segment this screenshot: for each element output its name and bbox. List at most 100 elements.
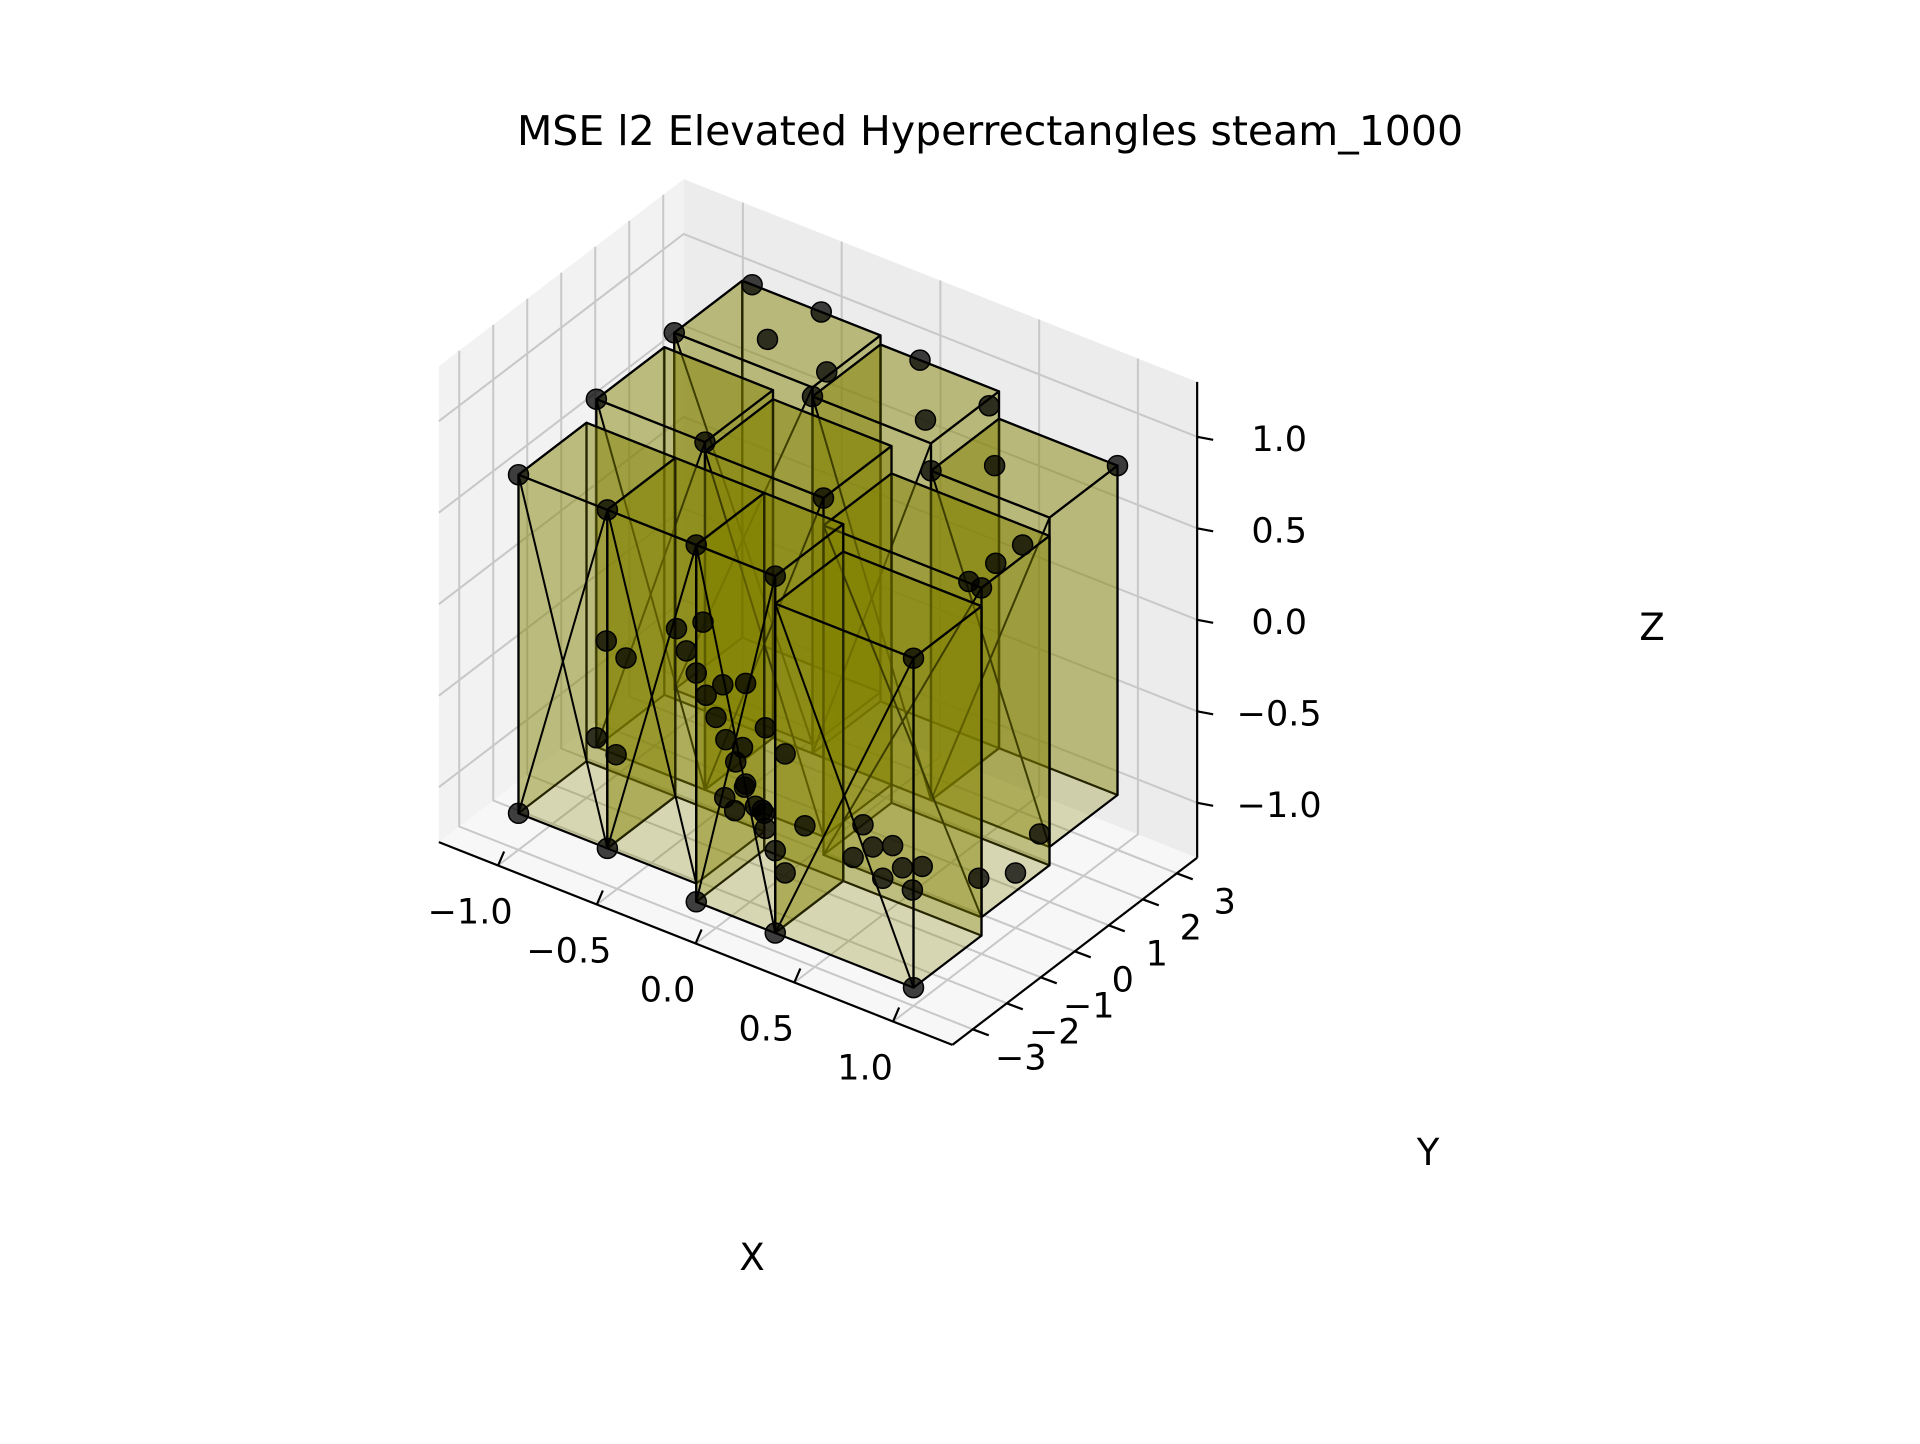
- box-diagonal: [517, 474, 609, 849]
- box-diagonal: [673, 332, 814, 745]
- hyperrectangle: [774, 550, 983, 989]
- data-point: [685, 891, 707, 913]
- x-gridline: [596, 241, 843, 906]
- x-tick-label: −1.0: [428, 893, 513, 933]
- y-tick-label: 3: [1214, 882, 1236, 922]
- x-gridline: [694, 280, 942, 945]
- z-tick-label: 0.0: [1251, 603, 1307, 643]
- data-point: [810, 301, 832, 323]
- data-point: [872, 867, 894, 890]
- y-gridline: [628, 220, 1144, 901]
- data-point: [902, 647, 925, 669]
- data-point: [585, 727, 608, 749]
- x-tick-mark: [793, 968, 802, 983]
- data-point: [1011, 534, 1034, 556]
- data-point: [764, 565, 786, 587]
- data-point: [685, 534, 707, 556]
- z-tick-label: 1.0: [1251, 420, 1307, 460]
- y-tick-label: −2: [1029, 1012, 1081, 1052]
- data-point: [507, 464, 530, 486]
- y-gridline: [662, 194, 1178, 875]
- y-tick-mark: [1142, 898, 1160, 907]
- z-tick-label: −0.5: [1237, 694, 1322, 734]
- y-tick-mark: [972, 1028, 990, 1037]
- data-point: [842, 846, 864, 869]
- data-point: [585, 388, 608, 410]
- data-point: [712, 674, 734, 696]
- box-diagonal: [774, 603, 915, 988]
- data-point: [983, 454, 1006, 477]
- z-tick-mark: [1196, 435, 1214, 441]
- data-point: [705, 706, 727, 729]
- data-point: [731, 736, 754, 759]
- data-point: [694, 431, 716, 453]
- data-point: [764, 839, 786, 862]
- data-point: [596, 837, 619, 860]
- data-point: [741, 273, 763, 296]
- data-point: [812, 487, 835, 509]
- z-gridline: [438, 232, 1198, 438]
- box-diagonal: [811, 396, 932, 801]
- z-tick-label: −1.0: [1237, 786, 1322, 826]
- y-tick-label: 1: [1146, 934, 1168, 974]
- z-tick-label: 0.5: [1251, 511, 1307, 551]
- box-diagonal: [606, 509, 698, 884]
- z-tick-mark: [1196, 527, 1214, 533]
- data-point: [774, 862, 796, 884]
- y-tick-label: −3: [995, 1038, 1047, 1078]
- data-point: [734, 672, 757, 695]
- x-tick-mark: [892, 1007, 901, 1022]
- data-point: [901, 879, 924, 901]
- chart-title: MSE l2 Elevated Hyperrectangles steam_10…: [517, 107, 1463, 155]
- data-point: [663, 322, 685, 344]
- data-point: [920, 460, 942, 482]
- data-point: [605, 743, 627, 766]
- data-point: [985, 552, 1007, 574]
- y-tick-mark: [1006, 1002, 1024, 1011]
- y-gridline: [492, 324, 1008, 1005]
- hyperrectangles: [517, 279, 1119, 989]
- hyperrectangle: [673, 279, 882, 746]
- data-point: [615, 647, 637, 669]
- data-point: [774, 743, 796, 765]
- data-point: [665, 617, 688, 640]
- box-face: [1048, 464, 1119, 849]
- z-tick-mark: [1196, 801, 1214, 807]
- y-tick-mark: [1176, 872, 1194, 881]
- data-point: [968, 867, 990, 889]
- x-tick-label: 1.0: [837, 1049, 893, 1089]
- z-axis-label: Z: [1639, 606, 1664, 649]
- data-point: [733, 776, 756, 798]
- x-tick-mark: [595, 890, 604, 905]
- axis-lines: [438, 381, 1214, 1046]
- x-tick-label: 0.0: [640, 971, 696, 1011]
- x-tick-label: −0.5: [526, 932, 611, 972]
- data-point: [978, 395, 1000, 417]
- box-diagonal: [822, 525, 983, 918]
- box-face: [912, 605, 983, 989]
- data-point: [595, 630, 617, 652]
- y-axis-label: Y: [1416, 1131, 1440, 1174]
- data-point: [754, 717, 777, 739]
- data-point: [723, 799, 746, 822]
- data-point: [794, 815, 816, 837]
- data-point: [862, 836, 884, 858]
- data-point: [914, 409, 937, 431]
- y-tick-mark: [1040, 976, 1058, 985]
- data-point: [902, 976, 925, 999]
- y-tick-mark: [1108, 924, 1126, 933]
- data-point: [753, 802, 775, 824]
- box-diagonal: [595, 398, 706, 791]
- data-point: [1004, 862, 1027, 884]
- data-point: [909, 349, 931, 371]
- y-gridline: [458, 350, 974, 1031]
- data-point: [685, 662, 707, 684]
- data-point: [852, 814, 874, 836]
- data-point: [756, 328, 779, 351]
- data-point: [958, 570, 980, 593]
- x-axis-label: X: [739, 1236, 764, 1279]
- z-tick-mark: [1196, 618, 1214, 624]
